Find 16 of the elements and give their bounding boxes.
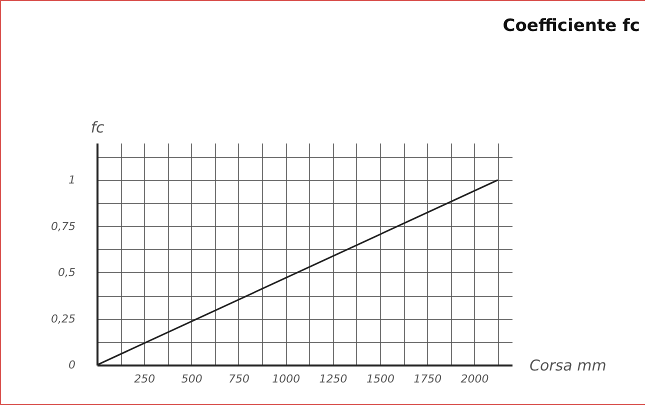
text: Coefficiente fc — [502, 16, 640, 36]
x-tick-label: 250 — [134, 372, 156, 386]
y-tick-label: 0 — [68, 358, 76, 372]
y-tick-label: 0,25 — [51, 312, 76, 326]
y-tick-label: 1 — [68, 174, 76, 186]
x-axis-title: Corsa mm — [530, 356, 606, 374]
x-tick-label: 500 — [181, 372, 202, 386]
y-tick-label: 0,75 — [51, 220, 76, 233]
x-tick-label: 1250 — [319, 372, 348, 386]
x-tick-label: 1750 — [414, 372, 442, 386]
x-tick-label: 1500 — [366, 372, 394, 386]
y-axis-title: fc — [90, 118, 106, 136]
x-tick-label: 2000 — [460, 372, 489, 386]
x-tick-label: 1000 — [272, 372, 300, 386]
x-tick-label: 750 — [228, 372, 250, 386]
y-tick-label: 0,5 — [58, 266, 76, 279]
